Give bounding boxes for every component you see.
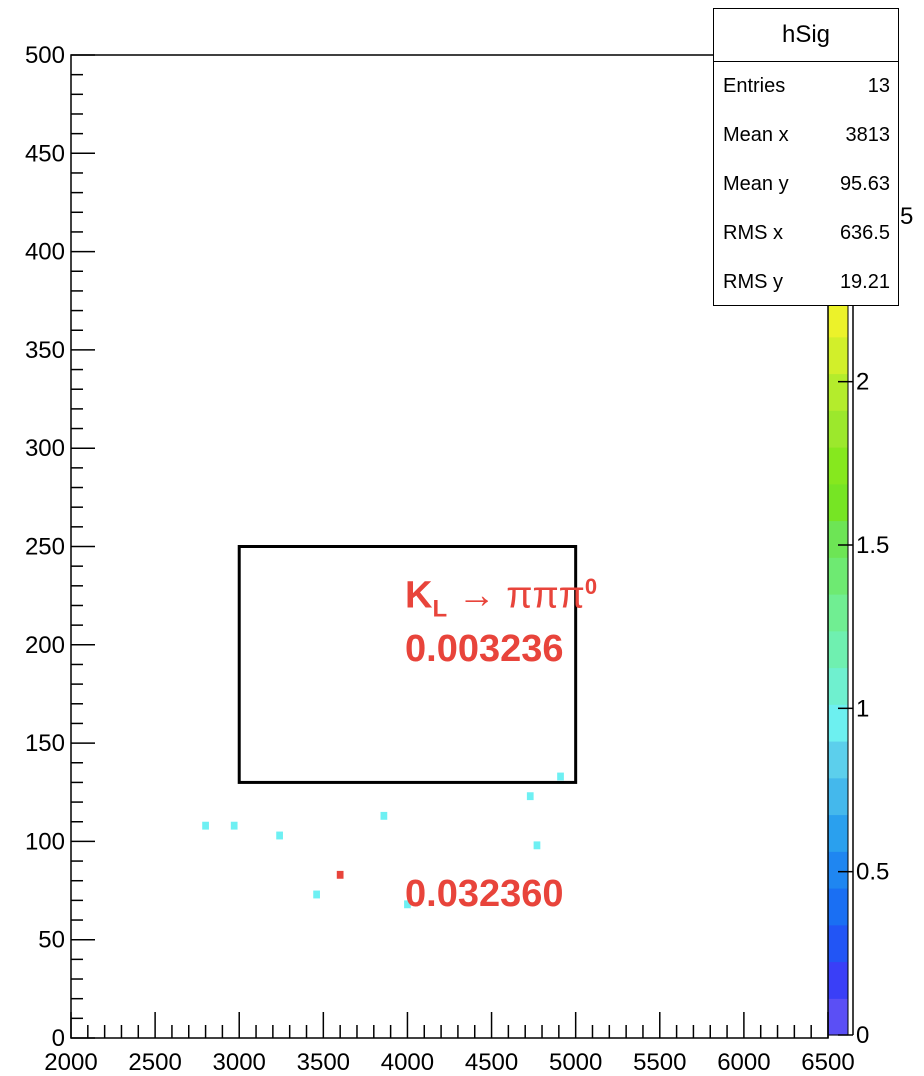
x-tick-label: 4500 [465,1049,518,1076]
colorbar-segment [828,667,848,705]
stats-row-rms-y: RMS y 19.21 [714,258,898,307]
stats-value: 3813 [845,124,891,146]
stats-label: RMS y [723,271,783,293]
colorbar-segment [828,851,848,889]
colorbar-segment [828,336,848,375]
stats-row-rms-x: RMS x 636.5 [714,209,898,258]
colorbar-segment [828,741,848,779]
z-tick-label: 0.5 [856,859,889,886]
colorbar-segment [828,447,848,485]
histogram-cells [202,772,564,909]
z-axis: 0 0.5 1 1.5 2 5 [838,203,913,1049]
colorbar-segment [828,998,848,1036]
decay-k: K [405,574,433,617]
histogram-cell [230,821,238,830]
stats-label: Mean x [723,124,789,146]
x-tick-label: 2000 [44,1049,97,1076]
y-tick-label: 250 [25,534,65,561]
stats-label: Mean y [723,173,789,195]
colorbar-segment [828,888,848,926]
x-tick-label: 5000 [549,1049,602,1076]
x-tick-label: 4000 [381,1049,434,1076]
colorbar-segment [828,924,848,963]
stats-value: 13 [867,75,890,97]
colorbar-segment [828,300,848,338]
colorbar [827,299,849,1036]
x-tick-label: 6500 [801,1049,854,1076]
signal-region-box [237,545,578,784]
z-tick-label: 1.5 [856,532,889,559]
y-tick-label: 150 [25,730,65,757]
z-tick-label-partial: 5 [900,203,913,230]
histogram-cell [276,831,283,840]
y-tick-label: 400 [25,239,65,266]
colorbar-segment [828,630,848,669]
x-tick-label: 3500 [297,1049,350,1076]
decay-superscript: 0 [584,574,598,599]
stats-value: 19.21 [839,271,890,293]
colorbar-segment [828,410,848,448]
y-tick-label: 300 [25,435,65,462]
colorbar-segment [828,557,848,595]
colorbar-segment [828,594,848,632]
colorbar-segment [828,373,848,411]
z-tick-label: 0 [856,1022,869,1049]
y-tick-label: 100 [25,828,65,855]
stats-value: 636.5 [839,222,890,244]
x-tick-label: 5500 [633,1049,686,1076]
histogram-cell [533,841,541,850]
y-tick-label: 200 [25,632,65,659]
y-tick-label: 0 [52,1025,65,1052]
histogram-cell [380,811,388,820]
histogram-cell [313,890,320,899]
y-tick-label: 500 [25,42,65,69]
colorbar-segment [828,704,848,742]
decay-arrow-pions: → πππ [447,574,585,617]
stats-label: RMS x [723,222,783,244]
colorbar-segment [828,777,848,816]
y-tick-label: 350 [25,337,65,364]
y-axis: 0 50 100 150 200 250 300 350 400 450 500 [25,42,95,1052]
stats-title: hSig [714,9,898,62]
colorbar-segment [828,520,848,558]
decay-subscript: L [432,595,448,623]
colorbar-segment [828,961,848,999]
histogram-cell [526,792,534,801]
x-tick-label: 2500 [128,1049,181,1076]
z-tick-label: 1 [856,695,869,722]
y-tick-label: 50 [38,927,65,954]
stats-row-mean-y: Mean y 95.63 [714,160,898,209]
histogram-cell [557,772,564,781]
x-axis: 2000 2500 3000 3500 4000 4500 5000 5500 6000 6500 [44,1012,855,1076]
histogram-cell [404,900,411,909]
stats-value: 95.63 [839,173,890,195]
histogram-cell [202,821,209,830]
colorbar-segment [828,814,848,852]
y-tick-label: 450 [25,140,65,167]
z-tick-label: 2 [856,369,869,396]
stats-row-mean-x: Mean x 3813 [714,111,898,160]
stats-label: Entries [723,75,786,97]
decay-label: KL → πππ0 [405,574,597,623]
stats-box: hSig Entries 13 Mean x 3813 Mean y 95.63… [713,8,899,306]
stats-row-entries: Entries 13 [714,62,898,111]
x-tick-label: 3000 [213,1049,266,1076]
upper-value-label: 0.003236 [405,628,564,670]
colorbar-segment [828,483,848,522]
x-tick-label: 6000 [717,1049,770,1076]
histogram-cell [336,870,344,879]
lower-value-label: 0.032360 [405,873,564,915]
